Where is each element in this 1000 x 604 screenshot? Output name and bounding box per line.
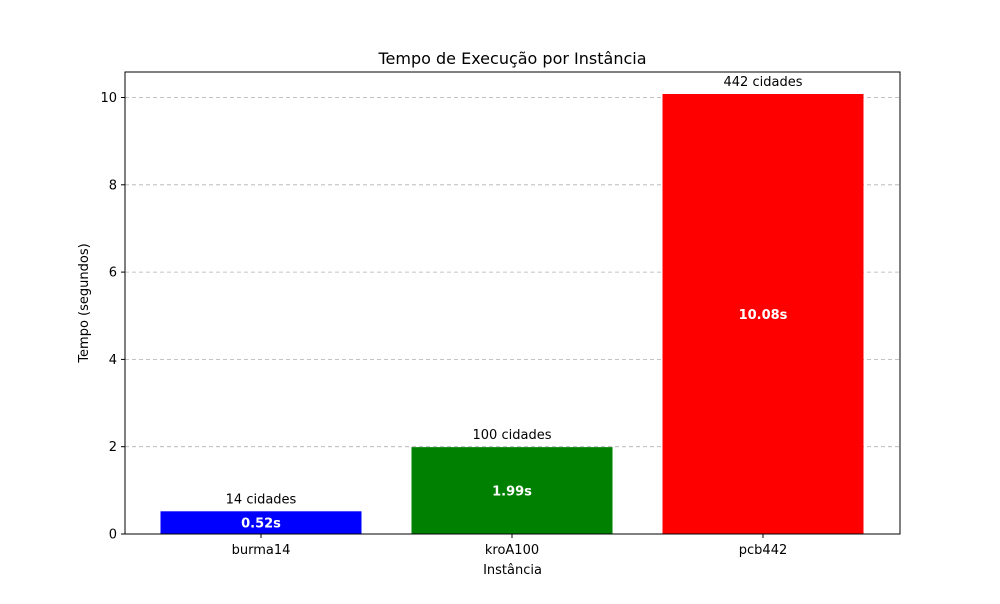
y-tick-label: 6 xyxy=(109,266,117,281)
y-tick-label: 8 xyxy=(109,178,117,193)
x-tick-label: pcb442 xyxy=(739,543,787,558)
bar-pcb442 xyxy=(662,94,864,534)
y-tick-label: 0 xyxy=(109,528,117,543)
y-axis-label: Tempo (segundos) xyxy=(77,243,92,363)
y-tick-label: 2 xyxy=(109,440,117,455)
bar-annotation: 442 cidades xyxy=(724,75,803,90)
bar-annotation: 14 cidades xyxy=(226,492,297,507)
bars xyxy=(160,94,864,534)
bar-burma14 xyxy=(160,511,362,534)
x-axis-label: Instância xyxy=(483,563,542,578)
axes: 0 2 4 6 8 10 burma14 kroA100 pcb442 xyxy=(100,91,787,558)
bar-value-label: 1.99s xyxy=(492,485,532,500)
bar-value-label: 10.08s xyxy=(739,308,788,323)
x-tick-label: burma14 xyxy=(232,543,291,558)
y-tick-label: 10 xyxy=(100,91,117,106)
chart-title: Tempo de Execução por Instância xyxy=(377,49,646,68)
bar-value-label: 0.52s xyxy=(241,517,281,532)
bar-labels: 0.52s 14 cidades 1.99s 100 cidades 10.08s 442… xyxy=(226,75,803,532)
y-tick-label: 4 xyxy=(109,353,117,368)
bar-annotation: 100 cidades xyxy=(473,428,552,443)
bar-kroA100 xyxy=(411,447,613,534)
x-tick-label: kroA100 xyxy=(485,543,539,558)
